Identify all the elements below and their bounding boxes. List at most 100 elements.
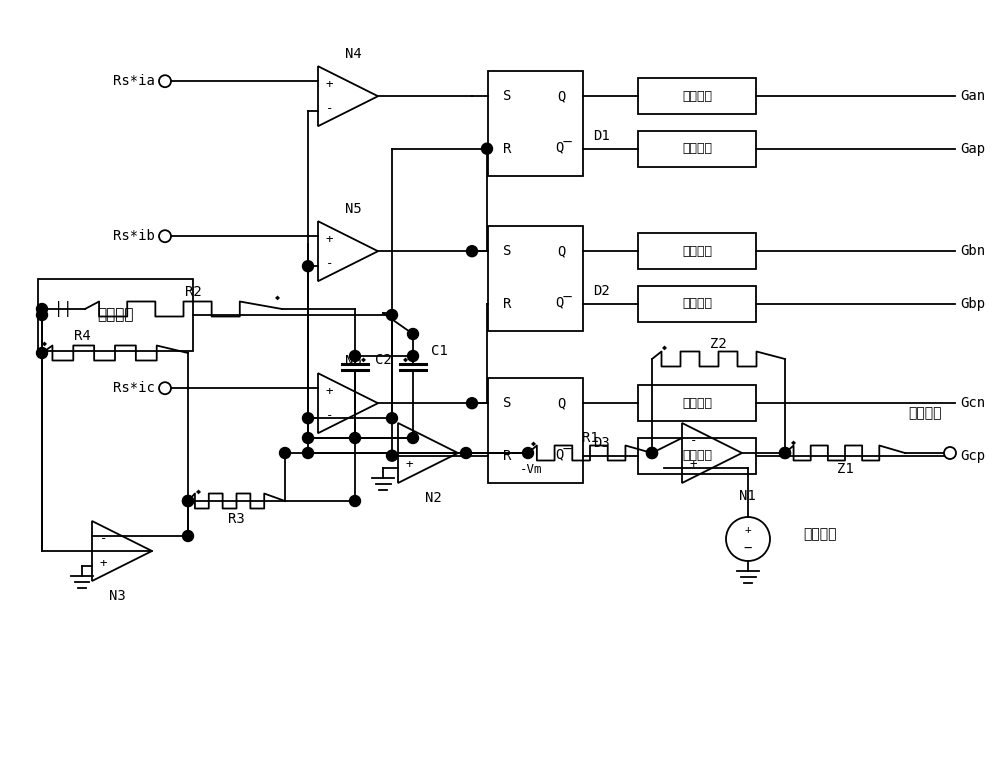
Text: C2: C2 (375, 353, 392, 367)
Text: ◆: ◆ (360, 355, 366, 363)
Circle shape (944, 447, 956, 459)
Circle shape (350, 351, 360, 362)
Circle shape (408, 433, 418, 443)
Circle shape (182, 530, 194, 541)
Text: N2: N2 (425, 491, 441, 505)
Text: ◆: ◆ (42, 338, 46, 348)
Circle shape (280, 447, 290, 459)
Text: 输出取样: 输出取样 (908, 406, 942, 420)
Text: Z2: Z2 (710, 337, 727, 351)
Text: Gcn: Gcn (960, 396, 985, 410)
Text: 死区电路: 死区电路 (682, 297, 712, 310)
Circle shape (780, 447, 790, 459)
Text: ◆: ◆ (274, 292, 280, 301)
Circle shape (302, 447, 314, 459)
Text: Q: Q (557, 244, 565, 258)
Circle shape (466, 246, 478, 257)
Bar (488, 226, 583, 331)
Text: Rs*ic: Rs*ic (113, 381, 155, 396)
Circle shape (780, 447, 790, 459)
Circle shape (182, 496, 194, 507)
Text: Gan: Gan (960, 89, 985, 103)
Circle shape (482, 143, 492, 154)
Text: S: S (503, 396, 511, 410)
Text: Gap: Gap (960, 142, 985, 156)
Circle shape (408, 351, 418, 362)
Text: +: + (745, 525, 751, 535)
Text: C1: C1 (431, 344, 448, 358)
Text: N1: N1 (739, 489, 755, 503)
Bar (488, 378, 583, 483)
Text: −: − (744, 540, 752, 554)
Text: 基准电压: 基准电压 (803, 527, 837, 541)
Bar (38, 279, 193, 351)
Circle shape (350, 433, 360, 443)
Text: N6: N6 (345, 354, 361, 369)
Text: N3: N3 (109, 589, 125, 603)
Text: ◆: ◆ (790, 437, 796, 446)
Text: +: + (326, 385, 333, 398)
Text: R2: R2 (185, 285, 202, 299)
Circle shape (386, 309, 398, 321)
Text: Q̅: Q̅ (556, 449, 572, 463)
Text: R: R (503, 142, 511, 156)
Text: R: R (503, 297, 511, 311)
Text: S: S (503, 89, 511, 103)
Text: N5: N5 (345, 202, 361, 216)
Text: R4: R4 (74, 329, 90, 343)
Text: 死区电路: 死区电路 (682, 397, 712, 409)
Circle shape (36, 309, 48, 321)
Text: R1: R1 (582, 431, 598, 445)
Text: -: - (690, 435, 697, 447)
Text: 死区电路: 死区电路 (682, 142, 712, 155)
Circle shape (646, 447, 658, 459)
Text: +: + (100, 557, 107, 570)
Text: 死区电路: 死区电路 (682, 449, 712, 462)
Bar (638, 131, 756, 167)
Text: Z1: Z1 (837, 462, 853, 476)
Text: Gbn: Gbn (960, 244, 985, 258)
Text: +: + (326, 233, 333, 246)
Text: ◆: ◆ (402, 355, 408, 363)
Text: R: R (503, 449, 511, 463)
Text: N4: N4 (345, 47, 361, 61)
Text: -: - (326, 257, 333, 270)
Text: S: S (503, 244, 511, 258)
Circle shape (159, 231, 171, 242)
Circle shape (646, 447, 658, 459)
Text: Rs*ia: Rs*ia (113, 74, 155, 88)
Circle shape (302, 412, 314, 424)
Text: 复位信号: 复位信号 (97, 308, 134, 322)
Circle shape (460, 447, 472, 459)
Text: +: + (690, 459, 697, 472)
Text: -: - (100, 533, 107, 546)
Bar (638, 233, 756, 269)
Text: -: - (326, 409, 333, 422)
Text: Q: Q (557, 396, 565, 410)
Text: Gbp: Gbp (960, 297, 985, 311)
Text: -: - (326, 102, 333, 115)
Text: D3: D3 (593, 436, 610, 450)
Text: +: + (326, 78, 333, 91)
Circle shape (182, 496, 194, 507)
Circle shape (302, 261, 314, 271)
Circle shape (36, 348, 48, 359)
Circle shape (350, 496, 360, 507)
Text: D2: D2 (593, 284, 610, 298)
Circle shape (159, 382, 171, 394)
Circle shape (302, 433, 314, 443)
Text: Rs*ib: Rs*ib (113, 229, 155, 243)
Text: Q̅: Q̅ (556, 142, 572, 156)
Text: Q: Q (557, 89, 565, 103)
Bar (638, 286, 756, 322)
Circle shape (386, 412, 398, 424)
Bar (638, 386, 756, 421)
Text: +: + (406, 459, 413, 472)
Text: D1: D1 (593, 129, 610, 143)
Bar (638, 438, 756, 473)
Text: -Vm: -Vm (520, 463, 542, 476)
Text: ◆: ◆ (530, 439, 536, 447)
Circle shape (408, 328, 418, 339)
Text: 死区电路: 死区电路 (682, 89, 712, 103)
Circle shape (522, 447, 534, 459)
